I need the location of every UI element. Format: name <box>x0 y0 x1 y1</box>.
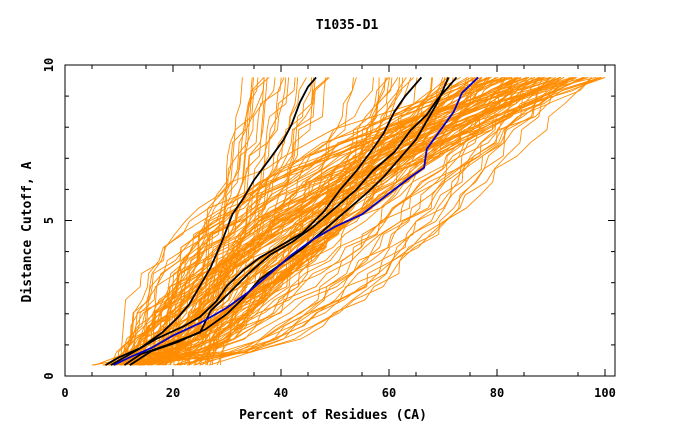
highlight-series-line <box>129 77 450 366</box>
x-tick-label: 60 <box>382 386 396 400</box>
y-tick-label: 10 <box>42 58 56 72</box>
background-model-line <box>119 76 551 366</box>
x-tick-label: 80 <box>490 386 504 400</box>
y-tick-label: 0 <box>42 372 56 379</box>
x-axis-label: Percent of Residues (CA) <box>239 408 427 423</box>
background-model-line <box>121 77 518 366</box>
background-model-line <box>139 77 541 366</box>
background-model-line <box>173 77 592 366</box>
y-axis-label: Distance Cutoff, A <box>20 161 35 302</box>
background-model-line <box>149 77 504 366</box>
x-tick-label: 40 <box>274 386 288 400</box>
background-model-line <box>189 77 577 366</box>
y-axis-ticks: 0 5 10 <box>42 58 615 380</box>
background-model-line <box>111 77 489 366</box>
background-model-line <box>130 77 556 366</box>
background-model-line <box>160 76 573 366</box>
background-model-line <box>156 77 265 366</box>
background-model-line <box>94 77 265 366</box>
chart-title: T1035-D1 <box>316 18 379 33</box>
background-model-line <box>141 77 528 366</box>
background-model-line <box>144 77 565 366</box>
background-model-line <box>151 76 539 366</box>
background-model-line <box>113 77 476 366</box>
background-model-line <box>115 77 388 366</box>
highlight-series-line <box>105 76 317 366</box>
x-tick-label: 100 <box>594 386 616 400</box>
background-model-curves <box>91 76 606 366</box>
background-model-line <box>165 76 585 366</box>
background-model-line <box>139 76 527 366</box>
background-model-line <box>102 77 399 366</box>
x-tick-label: 20 <box>166 386 180 400</box>
background-model-line <box>170 76 546 366</box>
background-model-line <box>119 76 606 366</box>
background-model-line <box>128 76 577 366</box>
background-model-line <box>142 76 482 366</box>
background-model-line <box>115 77 270 366</box>
background-model-line <box>112 77 550 366</box>
background-model-line <box>177 77 506 366</box>
x-tick-label: 0 <box>61 386 68 400</box>
y-tick-label: 5 <box>42 217 56 224</box>
highlight-series-line <box>110 76 423 366</box>
background-model-line <box>119 77 418 366</box>
background-model-line <box>194 77 512 366</box>
background-model-line <box>119 76 545 366</box>
background-model-line <box>147 77 296 366</box>
background-model-line <box>188 76 606 366</box>
background-model-line <box>115 77 307 366</box>
background-model-line <box>113 77 390 366</box>
background-model-line <box>152 77 479 366</box>
background-model-line <box>151 77 522 366</box>
background-model-line <box>133 77 265 366</box>
background-model-line <box>193 77 570 366</box>
highlighted-model-curves <box>105 76 479 366</box>
background-model-line <box>130 77 510 366</box>
background-model-line <box>141 76 551 366</box>
background-model-line <box>159 76 577 366</box>
background-model-line <box>179 77 518 366</box>
background-model-line <box>156 76 490 366</box>
x-axis-ticks: 0 20 40 60 80 100 <box>61 65 616 400</box>
highlight-series-line <box>113 76 479 366</box>
